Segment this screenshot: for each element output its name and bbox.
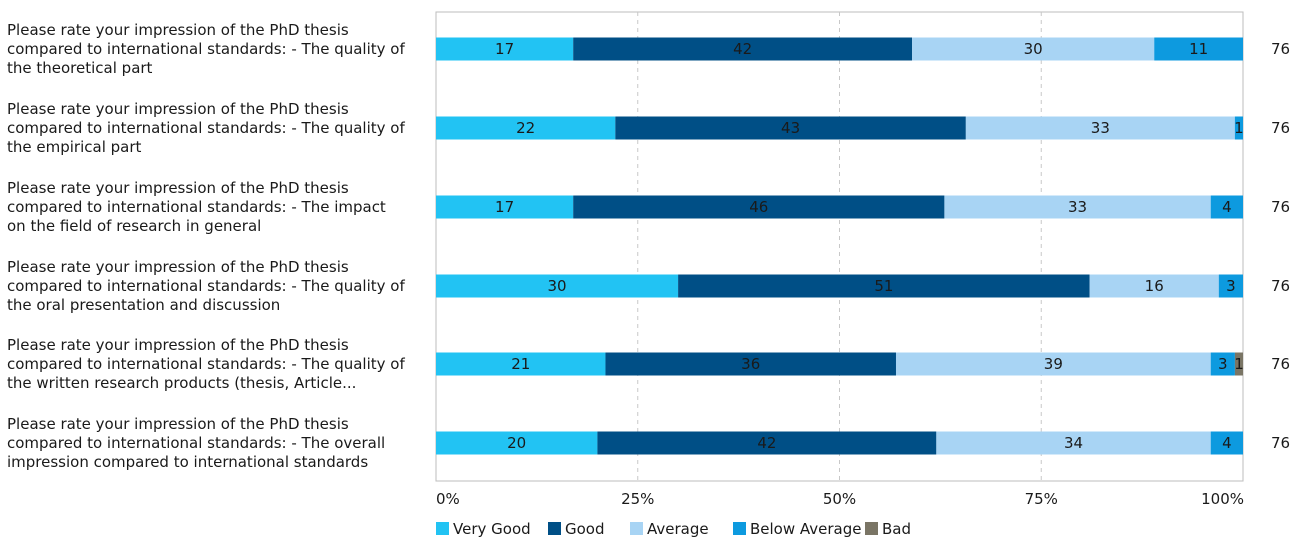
data-label: 3 <box>1226 277 1236 295</box>
x-tick-label: 75% <box>1025 490 1058 508</box>
bar-segment <box>436 274 679 298</box>
bar-segment <box>936 431 1211 455</box>
data-label: 17 <box>495 198 514 216</box>
category-label: compared to international standards: - T… <box>7 355 405 373</box>
data-label: 34 <box>1064 434 1083 452</box>
row-total-label: 76 <box>1271 355 1290 373</box>
category-label: compared to international standards: - T… <box>7 198 386 216</box>
bar-segment <box>944 195 1211 219</box>
bar-segment <box>678 274 1090 298</box>
bar-segment <box>1154 37 1243 61</box>
x-tick-label: 100% <box>1201 490 1244 508</box>
category-label: Please rate your impression of the PhD t… <box>7 415 349 433</box>
data-label: 46 <box>749 198 768 216</box>
category-label: Please rate your impression of the PhD t… <box>7 258 349 276</box>
data-label: 39 <box>1044 355 1063 373</box>
bar-segment <box>1210 431 1243 455</box>
data-label: 33 <box>1068 198 1087 216</box>
legend-label: Very Good <box>453 520 531 538</box>
bar-segment <box>573 37 913 61</box>
legend-swatch <box>733 522 746 535</box>
data-label: 4 <box>1222 434 1232 452</box>
data-label: 51 <box>874 277 893 295</box>
data-label: 20 <box>507 434 526 452</box>
legend-label: Good <box>565 520 605 538</box>
x-tick-label: 50% <box>823 490 856 508</box>
data-label: 36 <box>741 355 760 373</box>
bar-segment <box>1210 195 1243 219</box>
row-total-label: 76 <box>1271 277 1290 295</box>
data-label: 11 <box>1189 40 1208 58</box>
category-label: Please rate your impression of the PhD t… <box>7 179 349 197</box>
legend-swatch <box>865 522 878 535</box>
legend-swatch <box>630 522 643 535</box>
data-label: 16 <box>1145 277 1164 295</box>
category-label: the empirical part <box>7 138 142 156</box>
category-label: on the field of research in general <box>7 217 261 235</box>
data-label: 33 <box>1091 119 1110 137</box>
category-label: the theoretical part <box>7 59 153 77</box>
legend-label: Bad <box>882 520 911 538</box>
legend-swatch <box>436 522 449 535</box>
legend-label: Below Average <box>750 520 862 538</box>
data-label: 3 <box>1218 355 1228 373</box>
bar-segment <box>1234 116 1243 140</box>
bar-segment <box>573 195 945 219</box>
bar-segment <box>436 195 574 219</box>
category-label: Please rate your impression of the PhD t… <box>7 21 349 39</box>
category-label: impression compared to international sta… <box>7 453 368 471</box>
data-label: 22 <box>516 119 535 137</box>
bar-segment <box>436 116 616 140</box>
legend-swatch <box>548 522 561 535</box>
data-label: 17 <box>495 40 514 58</box>
bar-segment <box>605 352 896 376</box>
data-label: 1 <box>1234 355 1244 373</box>
x-tick-label: 0% <box>436 490 460 508</box>
data-label: 43 <box>781 119 800 137</box>
row-total-label: 76 <box>1271 119 1290 137</box>
legend-label: Average <box>647 520 709 538</box>
bar-segment <box>1218 274 1243 298</box>
bar-segment <box>1089 274 1219 298</box>
bar-segment <box>436 37 574 61</box>
data-label: 30 <box>1024 40 1043 58</box>
bar-segment <box>436 431 598 455</box>
bar-segment <box>597 431 937 455</box>
category-label: the written research products (thesis, A… <box>7 374 356 392</box>
bar-segment <box>1234 352 1243 376</box>
bar-segment <box>1210 352 1235 376</box>
category-label: Please rate your impression of the PhD t… <box>7 100 349 118</box>
category-label: compared to international standards: - T… <box>7 40 405 58</box>
row-total-label: 76 <box>1271 434 1290 452</box>
data-label: 21 <box>511 355 530 373</box>
row-total-label: 76 <box>1271 198 1290 216</box>
category-label: the oral presentation and discussion <box>7 296 280 314</box>
row-total-label: 76 <box>1271 40 1290 58</box>
bar-segment <box>895 352 1211 376</box>
data-label: 1 <box>1234 119 1244 137</box>
bar-segment <box>436 352 606 376</box>
category-label: compared to international standards: - T… <box>7 119 405 137</box>
x-tick-label: 25% <box>621 490 654 508</box>
category-label: compared to international standards: - T… <box>7 277 405 295</box>
data-label: 30 <box>548 277 567 295</box>
data-label: 42 <box>757 434 776 452</box>
bar-segment <box>965 116 1235 140</box>
category-label: compared to international standards: - T… <box>7 434 385 452</box>
bar-segment <box>615 116 966 140</box>
bar-segment <box>912 37 1155 61</box>
data-label: 42 <box>733 40 752 58</box>
category-label: Please rate your impression of the PhD t… <box>7 336 349 354</box>
data-label: 4 <box>1222 198 1232 216</box>
